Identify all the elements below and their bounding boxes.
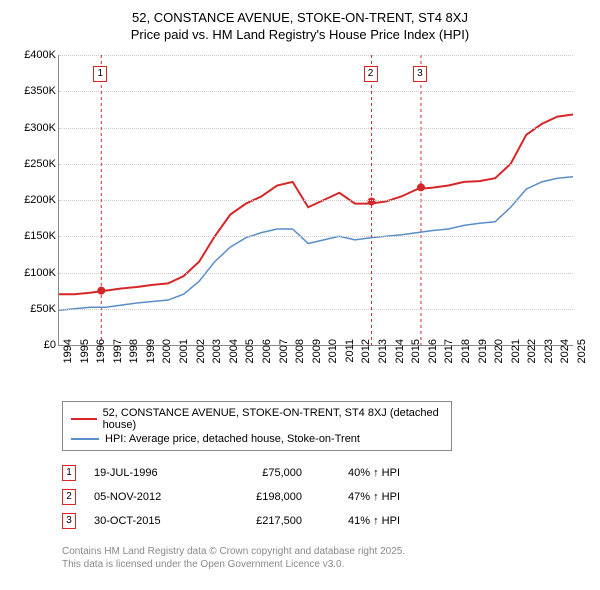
x-axis-label: 2014 — [394, 339, 406, 379]
x-axis-label: 2007 — [278, 339, 290, 379]
x-axis-label: 1999 — [145, 339, 157, 379]
x-axis-label: 2021 — [510, 339, 522, 379]
x-axis-label: 1997 — [112, 339, 124, 379]
y-axis-label: £0 — [12, 339, 56, 351]
x-axis-label: 1995 — [79, 339, 91, 379]
sale-marker-box: 2 — [364, 66, 378, 82]
legend: 52, CONSTANCE AVENUE, STOKE-ON-TRENT, ST… — [62, 401, 452, 451]
sales-row-date: 19-JUL-1996 — [94, 467, 204, 479]
x-axis-label: 1998 — [128, 339, 140, 379]
gridline — [59, 164, 573, 165]
sales-row: 2 05-NOV-2012 £198,000 47% ↑ HPI — [62, 485, 590, 509]
sales-row-hpi: 47% ↑ HPI — [320, 491, 400, 503]
gridline — [59, 91, 573, 92]
x-axis-label: 2023 — [543, 339, 555, 379]
x-axis-label: 2019 — [477, 339, 489, 379]
x-axis-label: 2024 — [559, 339, 571, 379]
x-axis-label: 2002 — [195, 339, 207, 379]
sales-row: 1 19-JUL-1996 £75,000 40% ↑ HPI — [62, 461, 590, 485]
y-axis-label: £300K — [12, 122, 56, 134]
attribution-line: This data is licensed under the Open Gov… — [62, 558, 590, 571]
x-axis-label: 2006 — [261, 339, 273, 379]
x-axis-label: 2001 — [178, 339, 190, 379]
sale-marker-box: 3 — [413, 66, 427, 82]
chart-title: 52, CONSTANCE AVENUE, STOKE-ON-TRENT, ST… — [10, 10, 590, 25]
legend-item: 52, CONSTANCE AVENUE, STOKE-ON-TRENT, ST… — [71, 406, 443, 432]
x-axis-label: 2008 — [294, 339, 306, 379]
sales-row-number: 1 — [62, 465, 76, 481]
y-axis-label: £400K — [12, 49, 56, 61]
y-axis-label: £100K — [12, 267, 56, 279]
legend-swatch — [71, 438, 99, 440]
sales-row-date: 30-OCT-2015 — [94, 515, 204, 527]
x-axis-label: 2013 — [377, 339, 389, 379]
x-axis-label: 2016 — [427, 339, 439, 379]
sales-table: 1 19-JUL-1996 £75,000 40% ↑ HPI 2 05-NOV-2012… — [62, 461, 590, 533]
y-axis-label: £50K — [12, 303, 56, 315]
x-axis-label: 2025 — [576, 339, 588, 379]
x-axis-label: 2004 — [228, 339, 240, 379]
x-axis-label: 2022 — [526, 339, 538, 379]
x-axis-label: 2012 — [360, 339, 372, 379]
gridline — [59, 273, 573, 274]
x-axis-label: 2020 — [493, 339, 505, 379]
y-axis-label: £200K — [12, 194, 56, 206]
y-axis-label: £350K — [12, 85, 56, 97]
x-axis-label: 1996 — [95, 339, 107, 379]
x-axis-label: 2018 — [460, 339, 472, 379]
plot-area — [58, 55, 573, 346]
sales-row-number: 2 — [62, 489, 76, 505]
gridline — [59, 55, 573, 56]
gridline — [59, 236, 573, 237]
gridline — [59, 128, 573, 129]
sales-row-price: £198,000 — [222, 491, 302, 503]
legend-swatch — [71, 418, 97, 420]
chart-subtitle: Price paid vs. HM Land Registry's House … — [10, 27, 590, 42]
legend-item: HPI: Average price, detached house, Stok… — [71, 432, 443, 446]
x-axis-label: 2000 — [161, 339, 173, 379]
sales-row: 3 30-OCT-2015 £217,500 41% ↑ HPI — [62, 509, 590, 533]
gridline — [59, 200, 573, 201]
sales-row-hpi: 41% ↑ HPI — [320, 515, 400, 527]
sales-row-number: 3 — [62, 513, 76, 529]
x-axis-label: 2005 — [244, 339, 256, 379]
x-axis-label: 2015 — [410, 339, 422, 379]
y-axis-label: £150K — [12, 230, 56, 242]
gridline — [59, 309, 573, 310]
sale-marker-box: 1 — [93, 66, 107, 82]
sales-row-hpi: 40% ↑ HPI — [320, 467, 400, 479]
attribution-line: Contains HM Land Registry data © Crown c… — [62, 545, 590, 558]
legend-label: HPI: Average price, detached house, Stok… — [105, 433, 360, 445]
sales-row-price: £217,500 — [222, 515, 302, 527]
x-axis-label: 2010 — [327, 339, 339, 379]
sales-row-price: £75,000 — [222, 467, 302, 479]
x-axis-label: 2003 — [211, 339, 223, 379]
x-axis-label: 1994 — [62, 339, 74, 379]
attribution: Contains HM Land Registry data © Crown c… — [62, 545, 590, 571]
x-axis-label: 2009 — [311, 339, 323, 379]
sales-row-date: 05-NOV-2012 — [94, 491, 204, 503]
chart-area: £0 £50K £100K £150K £200K £250K £300K £350K £400… — [10, 50, 580, 395]
legend-label: 52, CONSTANCE AVENUE, STOKE-ON-TRENT, ST… — [103, 407, 443, 431]
x-axis-label: 2017 — [443, 339, 455, 379]
x-axis-label: 2011 — [344, 339, 356, 379]
y-axis-label: £250K — [12, 158, 56, 170]
